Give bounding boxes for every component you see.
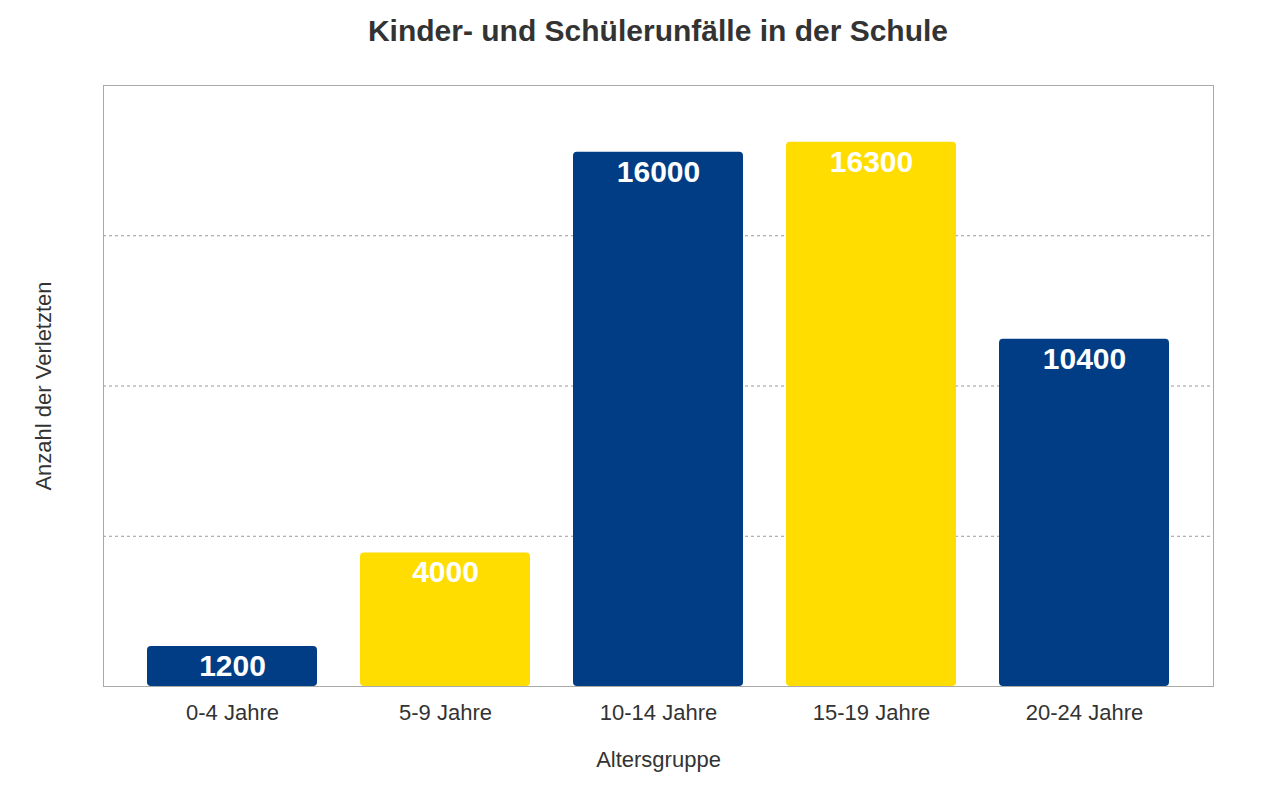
svg-text:5-9 Jahre: 5-9 Jahre bbox=[399, 700, 492, 725]
svg-text:0-4 Jahre: 0-4 Jahre bbox=[186, 700, 279, 725]
svg-text:16300: 16300 bbox=[830, 145, 913, 178]
svg-text:4000: 4000 bbox=[412, 555, 479, 588]
svg-text:20-24 Jahre: 20-24 Jahre bbox=[1026, 700, 1143, 725]
svg-text:Altersgruppe: Altersgruppe bbox=[596, 747, 721, 772]
svg-text:15-19 Jahre: 15-19 Jahre bbox=[813, 700, 930, 725]
svg-text:Anzahl der Verletzten: Anzahl der Verletzten bbox=[31, 281, 56, 490]
svg-text:10-14 Jahre: 10-14 Jahre bbox=[600, 700, 717, 725]
svg-text:16000: 16000 bbox=[617, 155, 700, 188]
svg-text:10400: 10400 bbox=[1043, 342, 1126, 375]
svg-text:1200: 1200 bbox=[199, 649, 266, 682]
html-text:Kinder- und Schülerunfälle in: Kinder- und Schülerunfälle in der Schule bbox=[368, 14, 948, 47]
